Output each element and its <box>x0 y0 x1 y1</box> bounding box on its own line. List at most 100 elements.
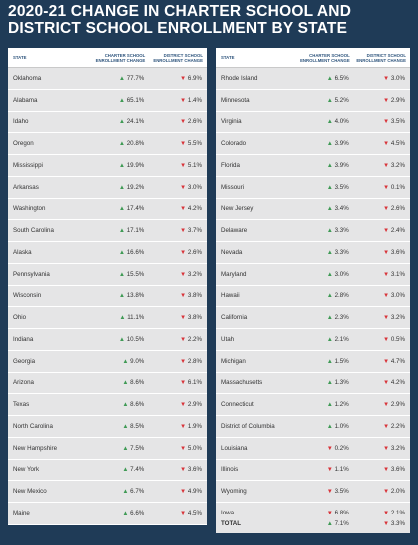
change-value: ▼ 1.4% <box>180 96 202 104</box>
change-value: ▲ 5.2% <box>326 96 349 104</box>
change-value: ▲ 65.1% <box>118 96 145 104</box>
change-value: ▼ 3.8% <box>180 314 202 322</box>
change-value: ▼ 2.6% <box>383 205 405 213</box>
table-row: Wyoming ▼ 3.5% ▼ 2.0% <box>216 481 410 503</box>
change-value: ▼ 3.7% <box>180 227 202 235</box>
table-row: Alaska ▲ 16.6% ▼ 2.6% <box>8 242 207 264</box>
table-row: Oregon ▲ 20.8% ▼ 5.5% <box>8 133 207 155</box>
change-value: ▲ 3.4% <box>326 205 349 213</box>
table-row: Missouri ▲ 3.5% ▼ 0.1% <box>216 177 410 199</box>
change-value: ▼ 4.7% <box>383 357 405 365</box>
change-value: ▲ 2.3% <box>326 314 349 322</box>
table-panel: STATE CHARTER SCHOOL ENROLLMENT CHANGE DIS… <box>216 48 410 525</box>
table-row: Idaho ▲ 24.1% ▼ 2.6% <box>8 112 207 134</box>
table-row: Wisconsin ▲ 13.8% ▼ 3.8% <box>8 286 207 308</box>
state-name: Alaska <box>13 248 32 256</box>
title: 2020-21 CHANGE IN CHARTER SCHOOL AND DIS… <box>8 3 352 37</box>
column-header: STATE <box>13 55 27 60</box>
table-row: New York ▲ 7.4% ▼ 3.6% <box>8 460 207 482</box>
change-value: ▼ 2.6% <box>180 118 202 126</box>
table-row: Nevada ▲ 3.3% ▼ 3.6% <box>216 242 410 264</box>
change-value: ▼ 3.6% <box>383 466 405 474</box>
change-value: ▲ 1.0% <box>326 422 349 430</box>
total-panel: TOTAL ▲ 7.1% ▼ 3.3% <box>216 514 410 533</box>
table-row: Illinois ▼ 1.1% ▼ 3.6% <box>216 460 410 482</box>
change-value: ▼ 4.2% <box>180 205 202 213</box>
change-value: ▼ 4.9% <box>180 488 202 496</box>
table-row: California ▲ 2.3% ▼ 3.2% <box>216 307 410 329</box>
state-name: Arizona <box>13 379 34 387</box>
change-value: ▼ 6.1% <box>180 379 202 387</box>
change-value: ▼ 0.5% <box>383 335 405 343</box>
change-value: ▲ 8.5% <box>122 422 145 430</box>
change-value: ▼ 3.2% <box>383 444 405 452</box>
table-row: Hawaii ▲ 2.8% ▼ 3.0% <box>216 286 410 308</box>
change-value: ▼ 3.1% <box>383 270 405 278</box>
table-row: Massachusetts ▲ 1.3% ▼ 4.2% <box>216 373 410 395</box>
table-row: Arizona ▲ 8.6% ▼ 6.1% <box>8 373 207 395</box>
table-row: Michigan ▲ 1.5% ▼ 4.7% <box>216 351 410 373</box>
change-value: ▲ 24.1% <box>118 118 145 126</box>
change-value: ▼ 2.9% <box>383 96 405 104</box>
state-name: Nevada <box>221 248 243 256</box>
table-row: Ohio ▲ 11.1% ▼ 3.8% <box>8 307 207 329</box>
change-value: ▲ 77.7% <box>118 74 145 82</box>
change-value: ▲ 6.5% <box>326 74 349 82</box>
change-value: ▼ 0.2% <box>326 444 349 452</box>
change-value: ▲ 17.1% <box>118 227 145 235</box>
change-value: ▲ 16.6% <box>118 248 145 256</box>
state-name: Maine <box>13 509 30 517</box>
change-value: ▲ 8.6% <box>122 401 145 409</box>
change-value: ▼ 2.8% <box>180 357 202 365</box>
change-value: ▼ 2.2% <box>180 335 202 343</box>
change-value: ▼ 3.0% <box>383 292 405 300</box>
change-value: ▼ 2.9% <box>180 401 202 409</box>
table-row: Virginia ▲ 4.0% ▼ 3.5% <box>216 112 410 134</box>
table-row: Alabama ▲ 65.1% ▼ 1.4% <box>8 90 207 112</box>
change-value: ▼ 3.2% <box>180 270 202 278</box>
change-value: ▼ 5.5% <box>180 140 202 148</box>
change-value: ▲ 4.0% <box>326 118 349 126</box>
table-row: Georgia ▲ 9.0% ▼ 2.8% <box>8 351 207 373</box>
state-name: Florida <box>221 161 240 169</box>
table-row: Washington ▲ 17.4% ▼ 4.2% <box>8 199 207 221</box>
table-row: Louisiana ▼ 0.2% ▼ 3.2% <box>216 438 410 460</box>
change-value: ▲ 3.9% <box>326 161 349 169</box>
change-value: ▼ 6.9% <box>180 74 202 82</box>
table-row: Maryland ▲ 3.0% ▼ 3.1% <box>216 264 410 286</box>
change-value: ▲ 1.3% <box>326 379 349 387</box>
table-row: Maine ▲ 6.6% ▼ 4.5% <box>8 503 207 525</box>
change-value: ▼ 2.6% <box>180 248 202 256</box>
change-value: ▼ 6.8% <box>297 510 353 517</box>
state-name: Iowa <box>216 510 297 517</box>
change-value: ▼ 5.0% <box>180 444 202 452</box>
state-name: Michigan <box>221 357 246 365</box>
change-value: ▼ 5.1% <box>180 161 202 169</box>
change-value: ▼ 3.2% <box>383 161 405 169</box>
change-value: ▲ 1.2% <box>326 401 349 409</box>
state-name: Oregon <box>13 140 34 148</box>
change-value: ▼ 1.9% <box>180 422 202 430</box>
state-name: Delaware <box>221 227 248 235</box>
change-value: ▲ 9.0% <box>122 357 145 365</box>
table-row: Minnesota ▲ 5.2% ▼ 2.9% <box>216 90 410 112</box>
change-value: ▼ 3.5% <box>383 118 405 126</box>
table-row: Arkansas ▲ 19.2% ▼ 3.0% <box>8 177 207 199</box>
state-name: Wisconsin <box>13 292 42 300</box>
change-value: ▲ 20.8% <box>118 140 145 148</box>
change-value: ▲ 19.9% <box>118 161 145 169</box>
state-name: Georgia <box>13 357 36 365</box>
state-name: Missouri <box>221 183 245 191</box>
change-value: ▼ 1.1% <box>326 466 349 474</box>
table-row: Colorado ▲ 3.9% ▼ 4.5% <box>216 133 410 155</box>
header-row: STATE CHARTER SCHOOL ENROLLMENT CHANGE DIS… <box>216 48 410 68</box>
table-row: Indiana ▲ 10.5% ▼ 2.2% <box>8 329 207 351</box>
table-row: South Carolina ▲ 17.1% ▼ 3.7% <box>8 220 207 242</box>
state-name: New Mexico <box>13 488 47 496</box>
table-row: Rhode Island ▲ 6.5% ▼ 3.0% <box>216 68 410 90</box>
change-value: ▼ 2.2% <box>383 422 405 430</box>
change-value: ▼ 3.6% <box>180 466 202 474</box>
change-value: ▲ 3.9% <box>326 140 349 148</box>
state-name: New York <box>13 466 40 474</box>
state-name: California <box>221 314 248 322</box>
